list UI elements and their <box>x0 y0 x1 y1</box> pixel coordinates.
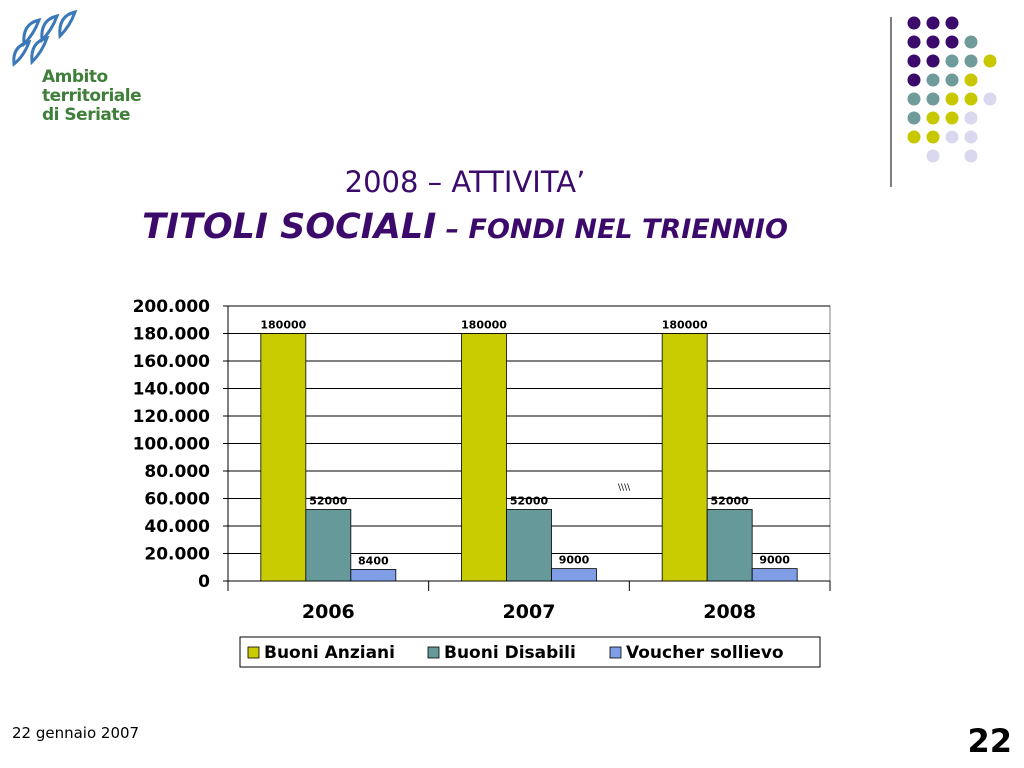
y-tick-label: 20.000 <box>144 545 210 565</box>
data-label: 52000 <box>309 495 348 508</box>
y-tick-label: 160.000 <box>133 352 211 372</box>
decorative-dot <box>983 92 997 106</box>
decorative-dot <box>907 35 921 49</box>
decorative-dot <box>945 111 959 125</box>
page-number: 22 <box>967 722 1012 760</box>
legend-label: Voucher sollievo <box>626 643 784 663</box>
decorative-dot <box>945 16 959 30</box>
decorative-dot <box>907 16 921 30</box>
y-tick-label: 140.000 <box>133 380 211 400</box>
data-label: 9000 <box>759 554 790 567</box>
decorative-dot <box>926 35 940 49</box>
decorative-dot <box>945 92 959 106</box>
bar <box>706 509 753 582</box>
data-label: 9000 <box>559 554 590 567</box>
footer-date: 22 gennaio 2007 <box>12 724 140 742</box>
data-label: 180000 <box>461 319 507 332</box>
data-label: 8400 <box>358 554 389 567</box>
y-tick-label: 120.000 <box>133 407 211 427</box>
decorative-dot-grid <box>907 16 997 163</box>
decorative-dot <box>907 92 921 106</box>
bar <box>461 333 507 582</box>
bar <box>661 333 708 582</box>
bar <box>551 568 597 582</box>
decorative-dot <box>907 73 921 87</box>
bar <box>506 509 552 582</box>
legend <box>239 636 821 668</box>
ambito-logo: Ambito territoriale di Seriate <box>4 4 154 125</box>
bar <box>305 509 352 582</box>
y-tick-label: 60.000 <box>144 490 210 510</box>
decorative-dot <box>945 130 959 144</box>
bar <box>260 333 307 582</box>
legend-swatch <box>609 646 622 659</box>
y-tick-label: 80.000 <box>144 462 210 482</box>
decorative-dot <box>926 16 940 30</box>
y-tick-label: 180.000 <box>133 325 211 345</box>
decorative-dot <box>964 73 978 87</box>
y-tick-label: 0 <box>198 572 210 592</box>
decorative-dot <box>964 149 978 163</box>
data-label: 52000 <box>711 495 750 508</box>
decorative-dot <box>907 54 921 68</box>
chart-annotation: \\\\ <box>618 483 631 493</box>
decorative-dot <box>964 92 978 106</box>
data-label: 180000 <box>260 319 306 332</box>
decorative-dot <box>907 111 921 125</box>
data-label: 180000 <box>662 319 708 332</box>
decorative-dot <box>926 130 940 144</box>
decorative-dot <box>926 149 940 163</box>
x-tick-label: 2007 <box>503 601 556 623</box>
decorative-dot <box>964 54 978 68</box>
logo-line-3: di Seriate <box>42 105 131 125</box>
subtitle-main: TITOLI SOCIALI <box>142 207 437 247</box>
decorative-dot <box>964 35 978 49</box>
decorative-dot <box>926 73 940 87</box>
logo-text: Ambito territoriale di Seriate <box>42 67 142 125</box>
decorative-dot <box>945 73 959 87</box>
decorative-dot <box>907 130 921 144</box>
logo-line-1: Ambito <box>42 67 108 87</box>
subtitle-sub: – FONDI NEL TRIENNIO <box>436 214 788 245</box>
bar <box>751 568 798 582</box>
x-tick-label: 2006 <box>302 601 355 623</box>
data-label: 52000 <box>510 495 549 508</box>
decorative-dot <box>926 54 940 68</box>
decorative-dot <box>964 130 978 144</box>
decorative-dot <box>983 54 997 68</box>
decorative-dot <box>926 92 940 106</box>
logo-mark-icon <box>12 9 78 67</box>
bar <box>350 569 397 582</box>
legend-label: Buoni Disabili <box>444 643 576 663</box>
bar-chart: 200.000 180.000 160.000 140.000 120.000 100.0… <box>133 297 831 668</box>
y-tick-label: 40.000 <box>144 517 210 537</box>
slide-subtitle: TITOLI SOCIALI – FONDI NEL TRIENNIO <box>0 207 930 247</box>
legend-label: Buoni Anziani <box>264 643 395 663</box>
decorative-dot <box>945 35 959 49</box>
decorative-dot <box>945 54 959 68</box>
y-tick-label: 200.000 <box>133 297 211 317</box>
decorative-dot <box>926 111 940 125</box>
x-tick-label: 2008 <box>703 601 756 623</box>
slide-title: 2008 – ATTIVITA’ <box>344 165 586 199</box>
legend-swatch <box>427 646 440 659</box>
decorative-dot <box>964 111 978 125</box>
legend-swatch <box>247 646 260 659</box>
y-tick-label: 100.000 <box>133 435 211 455</box>
header-divider <box>890 17 892 187</box>
logo-line-2: territoriale <box>42 86 142 106</box>
